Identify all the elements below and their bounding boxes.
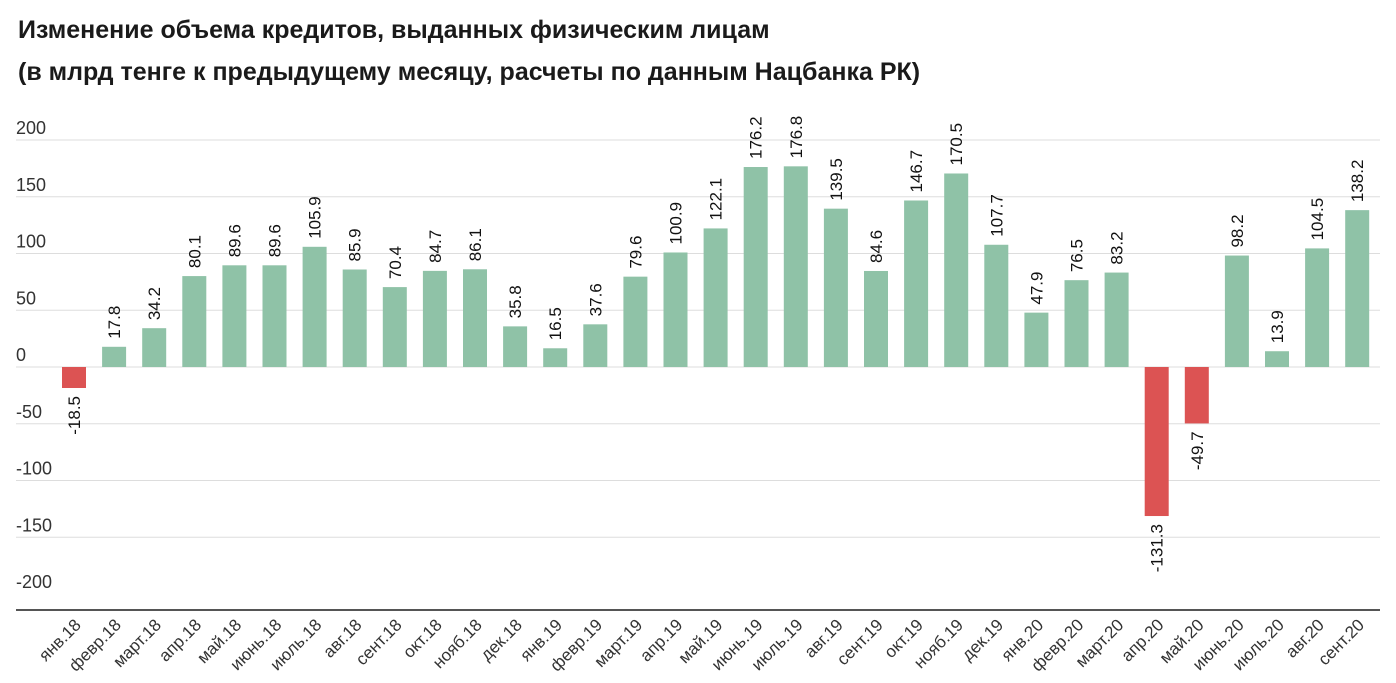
data-label: 13.9 [1268, 310, 1287, 343]
data-label: 146.7 [907, 150, 926, 193]
bar [1144, 367, 1169, 517]
data-label: 138.2 [1348, 160, 1367, 203]
data-label: 176.8 [787, 116, 806, 159]
bar [142, 328, 167, 367]
data-label: 105.9 [306, 196, 325, 239]
bar-layer [62, 166, 1370, 517]
data-label: 139.5 [827, 158, 846, 201]
data-label: 89.6 [266, 224, 285, 257]
x-tick-label: дек.19 [958, 615, 1007, 664]
y-tick-label: -50 [16, 402, 42, 422]
data-label: 17.8 [105, 306, 124, 339]
bar [382, 287, 407, 367]
bar [984, 244, 1009, 367]
chart-title-line2: (в млрд тенге к предыдущему месяцу, расч… [18, 58, 921, 86]
bar [743, 167, 768, 367]
bar [1345, 210, 1370, 367]
bar [102, 346, 127, 367]
data-label: 84.6 [867, 230, 886, 263]
data-label: 76.5 [1068, 239, 1087, 272]
bar [623, 276, 648, 367]
y-tick-label: 50 [16, 288, 36, 308]
bar [302, 246, 327, 367]
data-label: 47.9 [1027, 272, 1046, 305]
bar [1184, 367, 1209, 424]
bar [823, 208, 848, 367]
data-label: -18.5 [65, 396, 84, 435]
y-tick-label: 0 [16, 345, 26, 365]
bar [1104, 272, 1129, 367]
data-label: -49.7 [1188, 431, 1207, 470]
bar [62, 367, 86, 388]
bar [222, 265, 247, 367]
bar [783, 166, 808, 367]
bar [1305, 248, 1330, 367]
y-tick-label: 100 [16, 232, 46, 252]
data-label: 86.1 [466, 228, 485, 261]
grid-layer: 200 150 100 50 0 -50 -100 -150 -200 [16, 118, 1380, 611]
bar [262, 265, 287, 367]
x-tick-label: дек.18 [477, 615, 526, 664]
bar [503, 326, 528, 367]
data-label: 34.2 [145, 287, 164, 320]
data-label: 16.5 [546, 307, 565, 340]
bar [1064, 280, 1089, 367]
data-label: 107.7 [987, 194, 1006, 237]
data-label: 37.6 [586, 283, 605, 316]
chart-title-line1: Изменение объема кредитов, выданных физи… [18, 16, 770, 44]
data-label-layer: -18.5 17.8 34.2 80.1 89.6 89.6 105.9 85.9 70.4 84… [65, 116, 1367, 572]
y-tick-label: -200 [16, 572, 52, 592]
bar [422, 270, 447, 367]
y-tick-label: -100 [16, 459, 52, 479]
bar [1224, 255, 1249, 367]
bar [1265, 351, 1289, 367]
y-tick-label: 200 [16, 118, 46, 138]
x-tick-layer: янв.18февр.18март.18апр.18май.18июнь.18и… [35, 615, 1368, 675]
bar [904, 200, 929, 367]
data-label: 104.5 [1308, 198, 1327, 241]
bar [944, 173, 969, 367]
data-label: 170.5 [947, 123, 966, 166]
data-label: 79.6 [626, 236, 645, 269]
data-label: 89.6 [225, 224, 244, 257]
y-tick-label: -150 [16, 515, 52, 535]
data-label: 100.9 [667, 202, 686, 245]
data-label: 122.1 [707, 178, 726, 221]
bar [864, 270, 888, 367]
bar [463, 269, 487, 367]
data-label: 85.9 [346, 228, 365, 261]
data-label: 84.7 [426, 230, 445, 263]
data-label: 98.2 [1228, 214, 1247, 247]
data-label: 35.8 [506, 285, 525, 318]
bar [663, 252, 688, 367]
bar [342, 269, 367, 367]
data-label: -131.3 [1148, 524, 1167, 572]
data-label: 176.2 [747, 116, 766, 159]
data-label: 83.2 [1108, 231, 1127, 264]
bar [703, 228, 728, 367]
bar [583, 324, 608, 367]
data-label: 80.1 [185, 235, 204, 268]
bar [182, 276, 207, 367]
bar [543, 348, 568, 367]
bar [1024, 312, 1049, 367]
data-label: 70.4 [386, 246, 405, 279]
y-tick-label: 150 [16, 175, 46, 195]
